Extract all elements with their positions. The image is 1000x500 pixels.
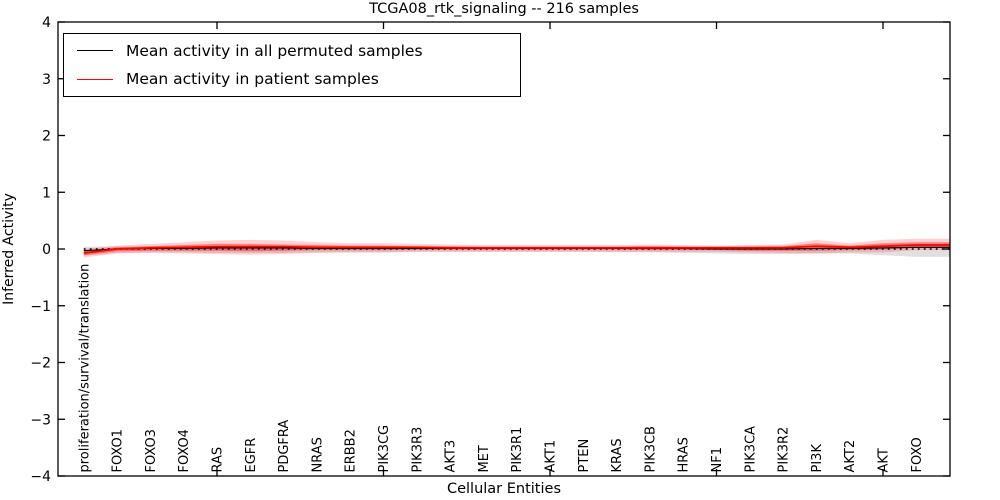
legend-label-patient: Mean activity in patient samples <box>126 70 379 89</box>
legend-line-patient-icon <box>77 78 113 80</box>
x-category-label: PI3K <box>810 444 825 473</box>
x-category-label: PTEN <box>577 439 592 473</box>
x-category-label: PDGFRA <box>277 420 292 473</box>
y-tick-label: 0 <box>42 242 51 258</box>
x-category-label: KRAS <box>610 438 625 472</box>
x-category-label: PIK3CG <box>377 425 392 473</box>
x-category-label: AKT <box>877 448 892 472</box>
x-category-label: PIK3CB <box>643 426 658 472</box>
y-tick-label: −4 <box>30 469 51 485</box>
chart-title: TCGA08_rtk_signaling -- 216 samples <box>369 1 639 17</box>
x-category-label: PIK3R2 <box>777 427 792 473</box>
x-axis-label: Cellular Entities <box>446 481 562 497</box>
x-category-label: PIK3R1 <box>510 427 525 473</box>
x-category-label: FOXO1 <box>111 429 126 472</box>
y-tick-label: 4 <box>42 15 51 31</box>
x-category-label: FOXO <box>910 437 925 472</box>
y-tick-label: −1 <box>30 299 51 315</box>
x-category-label: FOXO4 <box>177 429 192 472</box>
legend-label-permuted: Mean activity in all permuted samples <box>126 41 423 60</box>
y-tick-label: −2 <box>30 356 51 372</box>
y-tick-label: −3 <box>30 412 51 428</box>
x-category-label: ERBB2 <box>344 429 359 472</box>
y-tick-label: 3 <box>42 72 51 88</box>
legend-line-permuted-icon <box>77 50 113 52</box>
x-category-label: FOXO3 <box>144 429 159 472</box>
patient-mean-line <box>83 244 950 254</box>
legend: Mean activity in all permuted samples Me… <box>63 33 521 97</box>
x-category-label: EGFR <box>244 438 259 473</box>
x-category-label: HRAS <box>677 437 692 472</box>
x-category-label: MET <box>477 445 492 472</box>
legend-item-permuted: Mean activity in all permuted samples <box>64 37 520 65</box>
x-category-label: proliferation/survival/translation <box>77 264 92 473</box>
x-category-label: RAS <box>211 447 226 473</box>
x-category-label: PIK3R3 <box>410 427 425 473</box>
x-category-label: NRAS <box>310 437 325 472</box>
x-category-label: AKT2 <box>843 440 858 473</box>
y-tick-label: 2 <box>42 129 51 145</box>
legend-item-patient: Mean activity in patient samples <box>64 65 520 93</box>
x-category-label: NF1 <box>710 447 725 472</box>
x-category-label: PIK3CA <box>743 426 758 473</box>
y-tick-label: 1 <box>42 185 51 201</box>
x-category-label: AKT1 <box>544 440 559 473</box>
x-category-label: AKT3 <box>444 440 459 473</box>
